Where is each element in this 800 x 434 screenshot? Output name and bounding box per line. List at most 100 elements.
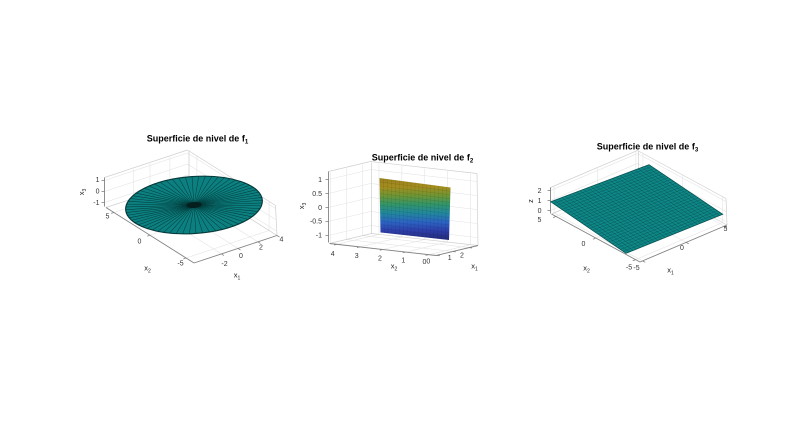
line [422,183,424,238]
line [556,168,655,206]
line [565,196,641,248]
mesh-spoke [127,204,195,216]
line [379,189,451,199]
z-tick-label: 1 [318,177,322,184]
x1-tick-label: 1 [448,255,452,262]
mesh-spoke [193,204,197,234]
x1-tick-label: 0 [680,245,684,252]
line [329,233,372,244]
x2-axis-label: x2 [144,264,151,275]
label-text: x [144,264,148,273]
line [405,241,448,253]
mesh-spoke [157,204,195,232]
line [402,251,406,254]
x1-axis-label: x1 [471,262,478,273]
label-text: 0 [680,245,684,252]
line [104,152,188,181]
mesh-spoke [193,204,258,212]
z-tick-label: 0 [538,208,542,215]
label-subscript: 1 [237,275,240,281]
surface-vertical-plane [379,178,451,240]
label-text: 2 [378,255,382,262]
label-text: 0 [582,241,586,248]
label-text: 5 [538,217,542,224]
line [441,186,443,240]
mesh-spoke [193,189,257,206]
x2-tick-label: 5 [106,214,110,221]
line [635,222,723,260]
line [570,177,669,216]
label-text: -1 [316,233,322,240]
x1-axis-label: x1 [234,271,241,282]
line [550,153,638,191]
mesh-spoke [138,204,195,226]
title-text: Superficie de nivel de f [372,153,471,163]
label-text: 0 [318,205,322,212]
x1-tick-label: 5 [724,226,728,233]
line [382,239,425,250]
label-text: x [391,262,395,271]
mesh-spoke [191,176,195,206]
line [371,233,479,246]
line [601,182,677,234]
mesh-spoke [144,188,195,206]
line [387,179,389,234]
line [444,186,447,240]
line [594,185,670,237]
line [237,248,241,251]
x2-tick-label: 5 [538,217,542,224]
line [645,165,720,216]
mesh-spoke [193,204,210,233]
mesh-spoke [131,204,195,221]
line [550,150,638,188]
line [597,183,673,235]
line [370,169,478,182]
line [110,212,115,214]
line [579,190,655,242]
label-text: x [234,271,238,280]
mesh-spoke [193,194,261,206]
line [425,254,429,256]
line [380,224,450,233]
mesh-spoke [193,204,262,207]
line [603,199,701,239]
line [637,150,727,199]
label-text: -5 [626,264,632,271]
surface-horizontal-plane [549,164,724,254]
line [379,201,450,211]
title-text: Superficie de nivel de f [147,134,246,144]
line [641,167,716,218]
mesh-spoke [193,176,219,206]
line [362,235,470,248]
x2-tick-label: 0 [138,239,142,246]
z-tick-label: -0.5 [310,219,322,226]
line [553,166,652,204]
label-text: x [667,266,671,275]
mesh-spoke [178,177,195,206]
line [147,234,151,237]
label-text: 5 [106,214,110,221]
line [558,170,658,208]
line [617,208,715,248]
mesh-spoke [193,204,234,227]
line [627,172,702,224]
x2-tick-label: 2 [378,255,382,262]
line [725,198,728,226]
line [476,173,479,246]
line [380,220,450,229]
line [370,161,478,174]
line [380,212,450,222]
label-text: x [297,205,306,209]
line [429,184,432,238]
label-text: 1 [318,177,322,184]
line [328,183,371,194]
mesh-spoke [189,204,195,234]
label-subscript: 2 [148,268,151,274]
line [328,161,371,172]
label-text: x [77,191,86,195]
axis-rulers [325,171,479,257]
mesh-spoke [163,204,195,233]
label-text: 0 [96,189,100,196]
